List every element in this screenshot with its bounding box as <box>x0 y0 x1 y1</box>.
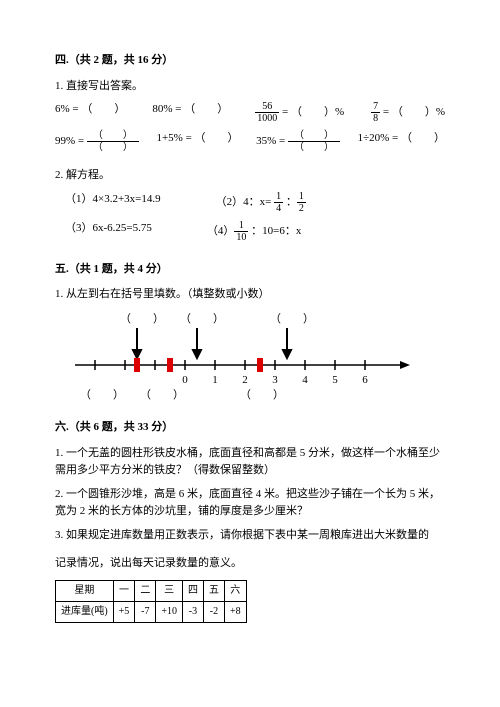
s4-e2a: （2）4：x= <box>216 196 274 208</box>
s4-r2c1: 99% = （ ）（ ） <box>55 130 139 153</box>
th-d6: 六 <box>224 581 246 602</box>
s4-e2m: ： <box>283 196 297 208</box>
th-d2: 二 <box>135 581 156 602</box>
svg-text:0: 0 <box>182 374 188 386</box>
th-d3: 三 <box>156 581 183 602</box>
s4-row1: 6% = （ ） 80% = （ ） 561000 = （ ）% 78 = （ … <box>55 101 445 124</box>
svg-text:5: 5 <box>332 374 338 386</box>
section-6-title: 六.（共 6 题，共 33 分） <box>55 419 445 437</box>
svg-text:1: 1 <box>212 374 218 386</box>
s4-q2: 2. 解方程。 <box>55 167 445 185</box>
th-d5: 五 <box>203 581 224 602</box>
svg-text:2: 2 <box>242 374 248 386</box>
s4-r1c2: 80% = （ ） <box>152 101 228 124</box>
frac-1-2: 12 <box>297 191 306 214</box>
svg-text:（ ）: （ ） <box>270 312 314 325</box>
section-5-title: 五.（共 1 题，共 4 分） <box>55 261 445 279</box>
svg-text:（ ）: （ ） <box>120 312 164 325</box>
s4-e1: （1）4×3.2+3x=14.9 <box>65 191 161 214</box>
svg-text:（ ）: （ ） <box>240 388 284 401</box>
s5-q1: 1. 从左到右在括号里填数。（填整数或小数） <box>55 286 445 304</box>
td-v2: -7 <box>135 602 156 623</box>
s4-r1c1: 6% = （ ） <box>55 101 125 124</box>
td-v6: +8 <box>224 602 246 623</box>
s4-r1c4: 78 = （ ）% <box>371 101 445 124</box>
s4-row2: 99% = （ ）（ ） 1+5% = （ ） 35% = （ ）（ ） 1÷2… <box>55 130 445 153</box>
frac-7-8: 78 <box>371 101 380 124</box>
svg-text:（ ）: （ ） <box>140 388 184 401</box>
s4-r1c3: 561000 = （ ）% <box>255 101 344 124</box>
s4-eqrow1: （1）4×3.2+3x=14.9 （2）4：x= 14 ：12 <box>65 191 445 214</box>
s4-r2c3-a: 35% = <box>256 135 288 147</box>
td-label: 进库量(吨) <box>56 602 114 623</box>
frac-1-10: 110 <box>234 220 248 243</box>
svg-text:6: 6 <box>362 374 368 386</box>
number-line: （ ） （ ） （ ） 0 1 2 3 4 5 6 （ ） （ ） （ ） <box>55 310 425 405</box>
s4-r2c3: 35% = （ ）（ ） <box>256 130 340 153</box>
table-row: 进库量(吨) +5 -7 +10 -3 -2 +8 <box>56 602 247 623</box>
s6-p3b: 记录情况，说出每天记录数量的意义。 <box>55 555 445 573</box>
frac-blank-2: （ ）（ ） <box>288 130 340 153</box>
svg-text:（ ）: （ ） <box>180 312 224 325</box>
s4-r2c4: 1÷20% = （ ） <box>358 130 445 153</box>
td-v4: -3 <box>182 602 203 623</box>
th-d1: 一 <box>113 581 135 602</box>
s4-eqrow2: （3）6x-6.25=5.75 （4）110 ：10=6：x <box>65 220 445 243</box>
s4-e4b: ：10=6：x <box>248 225 301 237</box>
svg-text:4: 4 <box>302 374 308 386</box>
s6-p1: 1. 一个无盖的圆柱形铁皮水桶，底面直径和高都是 5 分米，做这样一个水桶至少需… <box>55 445 445 480</box>
s4-r2c2: 1+5% = （ ） <box>156 130 238 153</box>
s4-e4: （4）110 ：10=6：x <box>207 220 301 243</box>
s4-r1c4-tail: = （ ）% <box>380 106 445 118</box>
s6-p2: 2. 一个圆锥形沙堆，高是 6 米，底面直径 4 米。把这些沙子铺在一个长为 5… <box>55 486 445 521</box>
th-week: 星期 <box>56 581 114 602</box>
s4-r2c1-a: 99% = <box>55 135 87 147</box>
th-d4: 四 <box>182 581 203 602</box>
svg-text:（ ）: （ ） <box>80 388 124 401</box>
td-v3: +10 <box>156 602 183 623</box>
s4-e4a: （4） <box>207 225 235 237</box>
s4-q1: 1. 直接写出答案。 <box>55 78 445 96</box>
s4-e3: （3）6x-6.25=5.75 <box>65 220 152 243</box>
s4-r1c3-tail: = （ ）% <box>279 106 344 118</box>
td-v5: -2 <box>203 602 224 623</box>
svg-text:3: 3 <box>272 374 278 386</box>
section-4-title: 四.（共 2 题，共 16 分） <box>55 52 445 70</box>
s6-p3: 3. 如果规定进库数量用正数表示，请你根据下表中某一周粮库进出大米数量的 <box>55 527 445 545</box>
s4-e2: （2）4：x= 14 ：12 <box>216 191 306 214</box>
table-row: 星期 一 二 三 四 五 六 <box>56 581 247 602</box>
frac-1-4: 14 <box>274 191 283 214</box>
td-v1: +5 <box>113 602 135 623</box>
frac-56-1000: 561000 <box>255 101 279 124</box>
frac-blank-1: （ ）（ ） <box>87 130 139 153</box>
week-table: 星期 一 二 三 四 五 六 进库量(吨) +5 -7 +10 -3 -2 +8 <box>55 580 247 623</box>
